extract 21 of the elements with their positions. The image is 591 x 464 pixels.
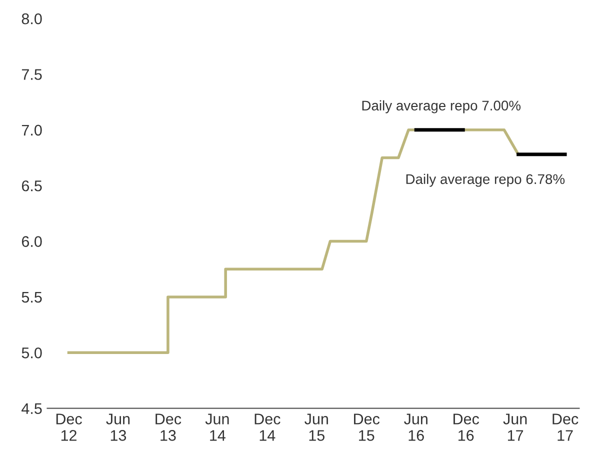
x-tick-label: Jun 15	[304, 414, 328, 441]
x-tick-label: Jun 16	[404, 414, 428, 441]
y-tick-label: 7.0	[22, 124, 42, 136]
x-tick-label: Dec 12	[56, 414, 82, 441]
y-tick-label: 5.5	[22, 292, 42, 303]
annotation: Daily average repo 6.78%	[406, 174, 565, 187]
y-tick-label: 6.5	[22, 180, 42, 192]
y-tick-label: 6.0	[22, 236, 42, 247]
annotation: Daily average repo 7.00%	[362, 100, 521, 114]
x-tick-label: Jun 14	[205, 414, 229, 441]
x-tick-label: Dec 17	[552, 414, 578, 441]
x-tick-label: Dec 13	[156, 414, 182, 441]
x-tick-label: Jun 13	[106, 414, 130, 441]
x-tick-label: Dec 16	[454, 414, 480, 441]
y-tick-label: 5.0	[22, 348, 42, 358]
x-tick-label: Jun 17	[503, 414, 527, 441]
y-tick-label: 7.5	[22, 69, 42, 80]
y-tick-label: 8.0	[22, 13, 42, 24]
x-tick-label: Dec 15	[354, 414, 380, 441]
x-tick-label: Dec 14	[254, 414, 280, 441]
y-tick-label: 4.5	[22, 403, 42, 414]
